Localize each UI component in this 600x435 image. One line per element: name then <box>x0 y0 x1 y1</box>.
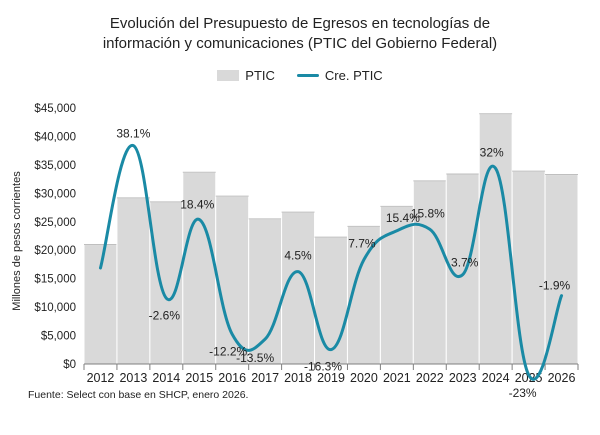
y-axis-title: Millones de pesos corrientes <box>11 171 23 311</box>
bar-2017 <box>248 218 283 365</box>
y-tick-label-4: $20,000 <box>34 245 76 257</box>
data-label-2013: 38.1% <box>116 127 150 141</box>
data-label-2014: -2.6% <box>149 308 181 322</box>
y-tick-label-5: $25,000 <box>34 217 76 229</box>
y-tick-label-0: $0 <box>63 359 76 371</box>
bar-2021 <box>379 205 414 365</box>
legend-label-ptic: PTIC <box>245 68 275 83</box>
data-label-2021: 15.4% <box>386 211 420 225</box>
line-cre-ptic <box>98 144 564 381</box>
x-tick-label-2019: 2019 <box>317 371 345 385</box>
x-tick-label-2013: 2013 <box>119 371 147 385</box>
bar-2025 <box>511 170 546 365</box>
bar-2024 <box>478 113 513 365</box>
legend-swatch-cre-ptic <box>296 74 319 77</box>
legend-item-ptic: PTIC <box>217 68 275 83</box>
x-tick-label-2012: 2012 <box>87 371 115 385</box>
data-label-2023: 3.7% <box>451 256 479 270</box>
data-label-2020: 7.7% <box>348 237 376 251</box>
x-tick-label-2017: 2017 <box>251 371 279 385</box>
data-label-2026: -1.9% <box>539 279 571 293</box>
x-tick-label-2016: 2016 <box>218 371 246 385</box>
data-label-2022: 15.8% <box>411 206 445 220</box>
legend-item-cre-ptic: Cre. PTIC <box>296 68 383 83</box>
x-tick-label-2025: 2025 <box>515 371 543 385</box>
y-tick-label-3: $15,000 <box>34 274 76 286</box>
data-label-2015: 18.4% <box>180 198 214 212</box>
x-tick-label-2018: 2018 <box>284 371 312 385</box>
legend-label-cre-ptic: Cre. PTIC <box>324 68 383 83</box>
data-label-2025: -23% <box>509 386 537 400</box>
chart-title-line-1: Evolución del Presupuesto de Egresos en … <box>109 15 491 32</box>
bar-2013 <box>116 197 151 365</box>
x-tick-label-2026: 2026 <box>548 371 576 385</box>
chart-legend: PTIC Cre. PTIC <box>0 68 600 83</box>
data-label-2019: -16.3% <box>304 360 342 374</box>
y-tick-label-9: $45,000 <box>34 103 76 115</box>
source-note: Fuente: Select con base en SHCP, enero 2… <box>28 389 249 401</box>
bar-2016 <box>215 195 250 365</box>
y-tick-label-8: $40,000 <box>34 131 76 143</box>
data-label-2018: 4.5% <box>284 249 312 263</box>
bar-2019 <box>314 236 348 365</box>
x-tick-label-2015: 2015 <box>185 371 213 385</box>
data-label-2017: -13.5% <box>236 351 274 365</box>
x-tick-label-2024: 2024 <box>482 371 510 385</box>
chart-title-line-2: información y comunicaciones (PTIC del G… <box>102 35 498 52</box>
x-tick-label-2020: 2020 <box>350 371 378 385</box>
data-label-2024: 32% <box>480 146 504 160</box>
y-tick-label-7: $35,000 <box>34 160 76 172</box>
y-tick-label-6: $30,000 <box>34 188 76 200</box>
x-tick-label-2014: 2014 <box>152 371 180 385</box>
x-tick-label-2021: 2021 <box>383 371 411 385</box>
x-tick-label-2022: 2022 <box>416 371 444 385</box>
legend-swatch-ptic <box>217 70 240 81</box>
chart-title: Evolución del Presupuesto de Egresos en … <box>0 14 600 54</box>
data-label-2016: -12.2% <box>209 344 247 358</box>
y-tick-label-2: $10,000 <box>34 302 76 314</box>
y-tick-label-1: $5,000 <box>41 331 76 343</box>
x-tick-label-2023: 2023 <box>449 371 477 385</box>
